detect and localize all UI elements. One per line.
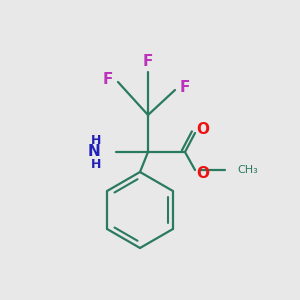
- Text: H: H: [91, 158, 101, 170]
- Text: N: N: [88, 145, 100, 160]
- Text: O: O: [196, 166, 209, 181]
- Text: O: O: [196, 122, 209, 137]
- Text: F: F: [180, 80, 190, 94]
- Text: H: H: [91, 134, 101, 146]
- Text: F: F: [143, 55, 153, 70]
- Text: F: F: [103, 71, 113, 86]
- Text: CH₃: CH₃: [237, 165, 258, 175]
